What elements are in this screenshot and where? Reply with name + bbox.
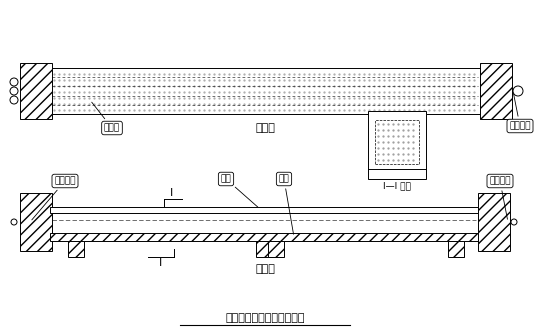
Text: 枱梁: 枱梁 (221, 175, 258, 207)
Bar (50, 68, 480, 114)
Bar (50, 233, 478, 241)
Text: I: I (158, 258, 162, 268)
Bar (20, 193, 52, 251)
Bar (480, 63, 512, 119)
Bar (448, 241, 464, 257)
Text: I—I 截面: I—I 截面 (383, 182, 411, 191)
Bar (50, 207, 478, 213)
Text: 底板: 底板 (279, 175, 293, 234)
Text: 待浇梁: 待浇梁 (92, 102, 120, 132)
Bar (368, 111, 426, 179)
Text: 张拉台座: 张拉台座 (32, 177, 76, 220)
Bar (256, 241, 272, 257)
Bar (20, 63, 52, 119)
Text: 工作锡具: 工作锡具 (509, 94, 531, 130)
Text: 剖面图: 剖面图 (255, 264, 275, 274)
Bar (68, 241, 84, 257)
Text: 先张法制棁台座布置示意图: 先张法制棁台座布置示意图 (225, 313, 305, 323)
Bar (478, 193, 510, 251)
Text: 平面图: 平面图 (255, 123, 275, 133)
Text: 工作锡具: 工作锡具 (489, 177, 511, 219)
Bar (268, 241, 284, 257)
Bar (375, 120, 419, 164)
Text: I: I (170, 188, 174, 198)
